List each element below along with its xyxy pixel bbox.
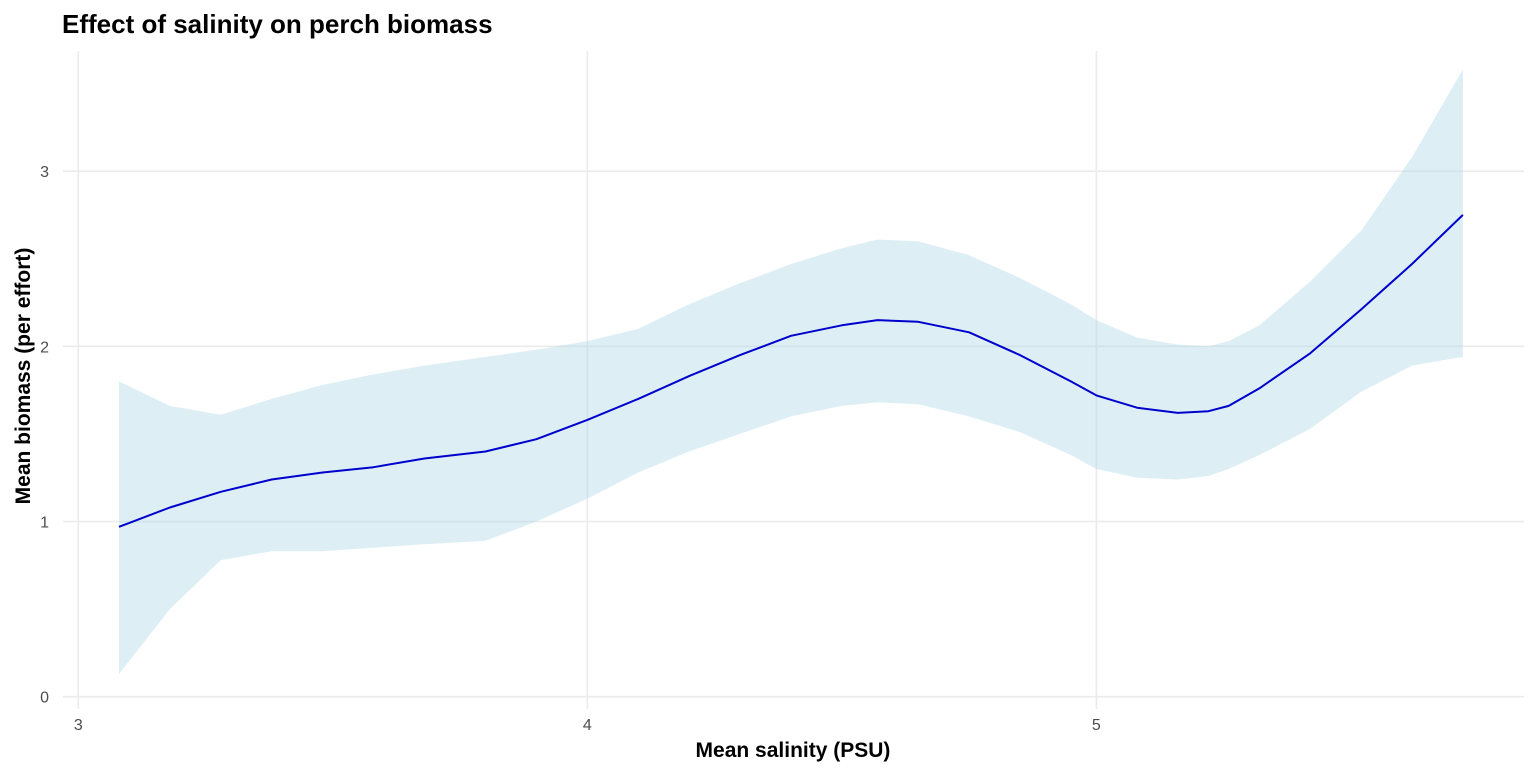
grid bbox=[63, 51, 1524, 709]
y-tick-label-1: 1 bbox=[40, 515, 49, 532]
chart-title: Effect of salinity on perch biomass bbox=[62, 9, 493, 39]
confidence-band bbox=[119, 69, 1463, 674]
y-tick-label-3: 3 bbox=[40, 164, 49, 181]
x-axis-title: Mean salinity (PSU) bbox=[696, 739, 891, 762]
y-tick-label-2: 2 bbox=[40, 339, 49, 356]
x-tick-label-3: 3 bbox=[74, 717, 83, 734]
confidence-band-layer bbox=[119, 69, 1463, 674]
y-tick-label-0: 0 bbox=[40, 690, 49, 707]
x-tick-label-5: 5 bbox=[1092, 717, 1101, 734]
trend-line bbox=[118, 214, 1464, 528]
trend-line-layer bbox=[118, 214, 1464, 528]
x-axis-ticks: 3 4 5 bbox=[74, 717, 1101, 734]
x-tick-label-4: 4 bbox=[583, 717, 592, 734]
y-axis-ticks: 0 1 2 3 bbox=[40, 164, 49, 707]
y-axis-title: Mean biomass (per effort) bbox=[12, 248, 35, 505]
